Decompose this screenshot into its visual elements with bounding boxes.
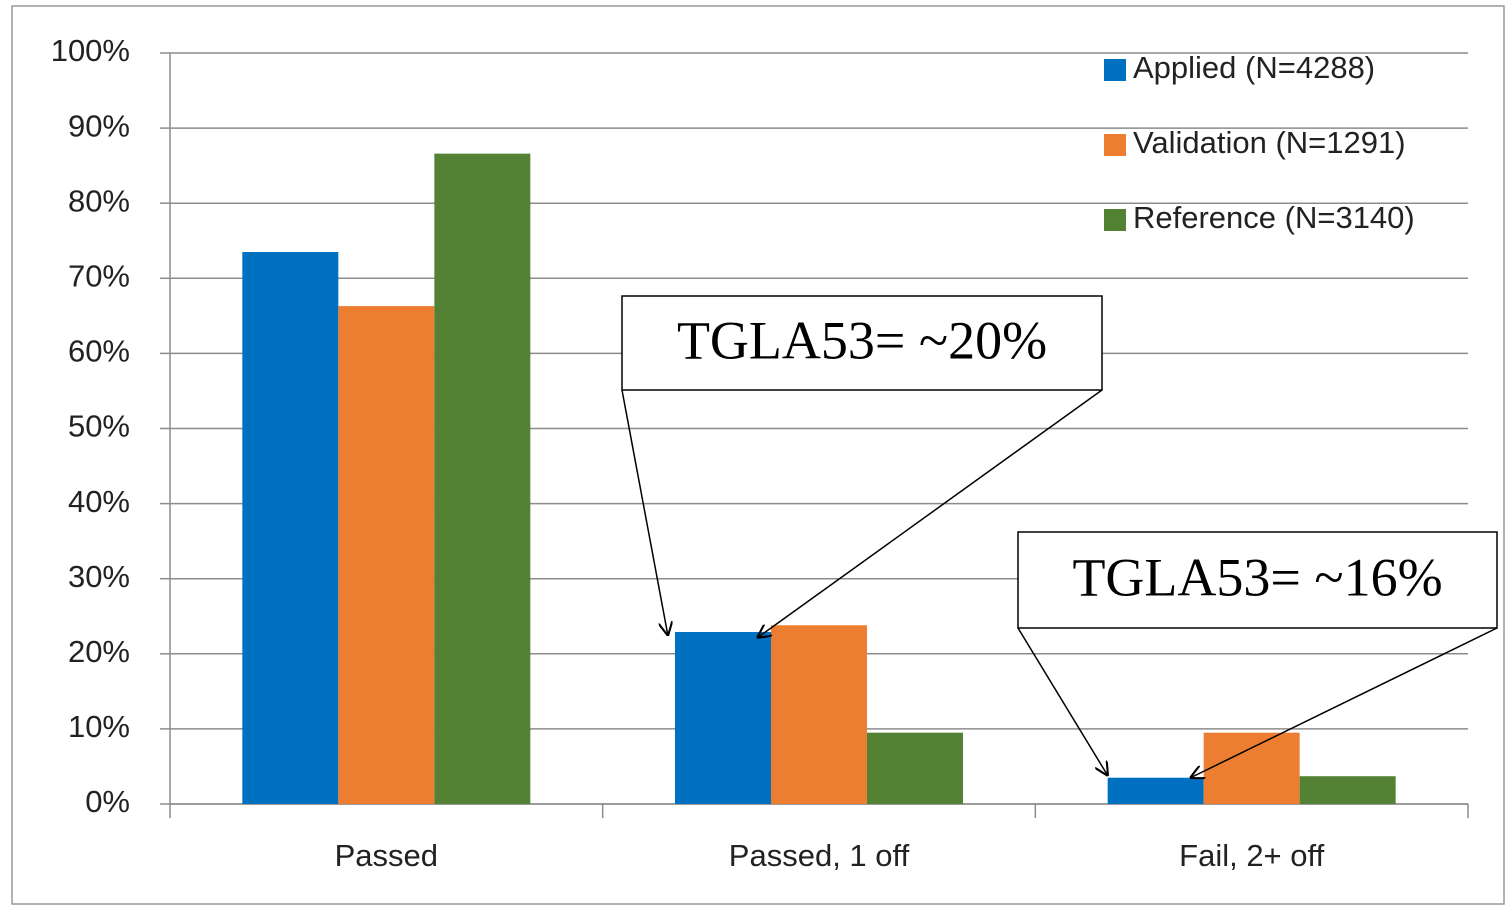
annotation: TGLA53= ~16% — [1072, 547, 1442, 607]
legend-swatch — [1104, 134, 1126, 156]
bar — [771, 625, 867, 804]
bar — [1299, 776, 1396, 804]
bar — [1203, 732, 1300, 804]
y-tick-label: 60% — [68, 334, 130, 369]
bar — [1107, 777, 1204, 804]
legend-swatch — [1104, 209, 1126, 231]
annotation-arrow — [621, 389, 668, 636]
y-tick-label: 40% — [68, 484, 130, 519]
y-tick-label: 20% — [68, 634, 130, 669]
bar — [338, 306, 435, 804]
y-tick-label: 0% — [85, 784, 130, 819]
x-tick-label: Fail, 2+ off — [1179, 838, 1324, 873]
legend-label: Applied (N=4288) — [1133, 50, 1375, 85]
y-tick-label: 90% — [68, 108, 130, 143]
frame — [11, 5, 1505, 905]
annotation-arrow — [757, 389, 1103, 638]
y-tick-label: 30% — [68, 559, 130, 594]
annotation-box — [621, 295, 1103, 391]
x-tick-label: Passed — [335, 838, 438, 873]
x-tick-label: Passed, 1 off — [729, 838, 910, 873]
y-tick-label: 10% — [68, 709, 130, 744]
annotation-arrow — [1190, 627, 1498, 778]
legend-label: Validation (N=1291) — [1133, 125, 1406, 160]
legend-label: Reference (N=3140) — [1133, 200, 1415, 235]
y-tick-label: 100% — [51, 33, 130, 68]
bar — [675, 632, 771, 804]
annotation: TGLA53= ~20% — [677, 310, 1047, 370]
bar — [867, 732, 963, 804]
bar — [434, 153, 531, 804]
legend-swatch — [1104, 59, 1126, 81]
y-tick-label: 70% — [68, 258, 130, 293]
y-tick-label: 50% — [68, 409, 130, 444]
y-tick-label: 80% — [68, 183, 130, 218]
annotation-box — [1017, 531, 1498, 629]
annotation-arrow — [1017, 627, 1108, 776]
bar — [242, 252, 339, 804]
